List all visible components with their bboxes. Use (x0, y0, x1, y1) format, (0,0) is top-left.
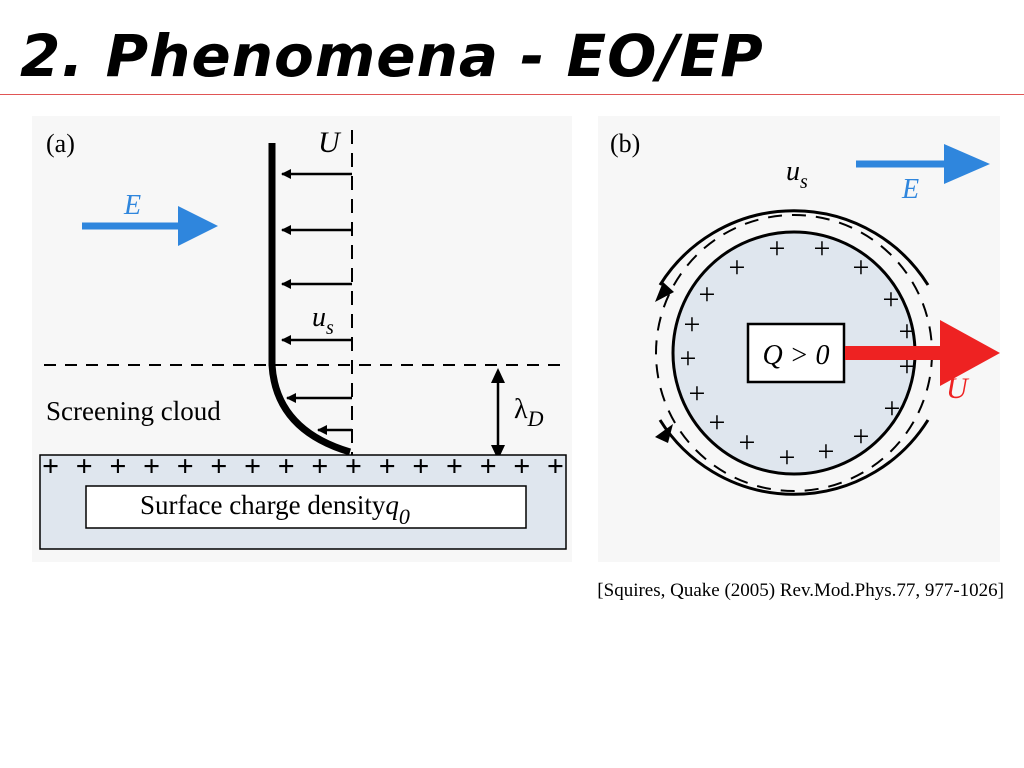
svg-text:+: + (729, 251, 746, 284)
panel-b-slip-label: us (786, 156, 808, 193)
svg-text:+: + (699, 278, 716, 311)
surface-charge-plus-row: + + + + + + + + + + + + + + + + (42, 450, 564, 483)
panel-a: (a) E U us Screening cloud (32, 116, 572, 562)
svg-text:+: + (689, 377, 706, 410)
panel-a-field-arrow (82, 206, 218, 246)
particle-surface-charges: + + + + + + + + + + + + + + + + + (680, 232, 916, 474)
panel-a-field-label: E (123, 190, 141, 221)
panel-b-field-label: E (901, 174, 919, 205)
particle-velocity-arrow (845, 320, 1000, 386)
svg-text:+: + (684, 308, 701, 341)
panel-a-label: (a) (46, 129, 75, 158)
svg-text:+: + (899, 315, 916, 348)
velocity-arrows (281, 169, 352, 435)
title-divider (0, 94, 1024, 95)
svg-text:+: + (818, 435, 835, 468)
panel-b-field-arrow (856, 144, 990, 184)
particle-charge-label: Q > 0 (762, 340, 829, 371)
panel-a-slip-label: us (312, 302, 334, 339)
panel-b: (b) us E + + + + + + + + + + + + + + + + (598, 116, 1000, 562)
svg-text:+: + (739, 426, 756, 459)
svg-text:+: + (709, 406, 726, 439)
svg-text:+: + (814, 232, 831, 265)
debye-length-arrow (491, 368, 505, 460)
velocity-profile-curve (268, 143, 351, 456)
particle-velocity-label: U (946, 372, 970, 405)
panel-b-label: (b) (610, 129, 640, 158)
svg-text:+: + (884, 392, 901, 425)
svg-text:+: + (680, 342, 697, 375)
debye-length-label: λD (514, 394, 544, 431)
charge-label-box (746, 322, 846, 384)
slide-title: 2. Phenomena - EO/EP (20, 22, 764, 90)
panel-a-velocity-label: U (318, 126, 342, 159)
slip-flow-arc-top (658, 209, 930, 286)
surface-label-box (85, 485, 527, 529)
slip-flow-arrowhead-bottom (655, 424, 673, 443)
svg-text:+: + (769, 232, 786, 265)
slip-flow-arrowhead-top (655, 282, 674, 302)
screening-cloud-label: Screening cloud (46, 396, 221, 426)
svg-text:+: + (853, 420, 870, 453)
citation: [Squires, Quake (2005) Rev.Mod.Phys.77, … (597, 580, 1004, 601)
slip-flow-arc-bottom (658, 419, 930, 496)
svg-text:+: + (779, 441, 796, 474)
svg-text:+: + (883, 283, 900, 316)
svg-text:+: + (853, 251, 870, 284)
surface-charge-label: Surface charge densityq0 (140, 490, 410, 529)
